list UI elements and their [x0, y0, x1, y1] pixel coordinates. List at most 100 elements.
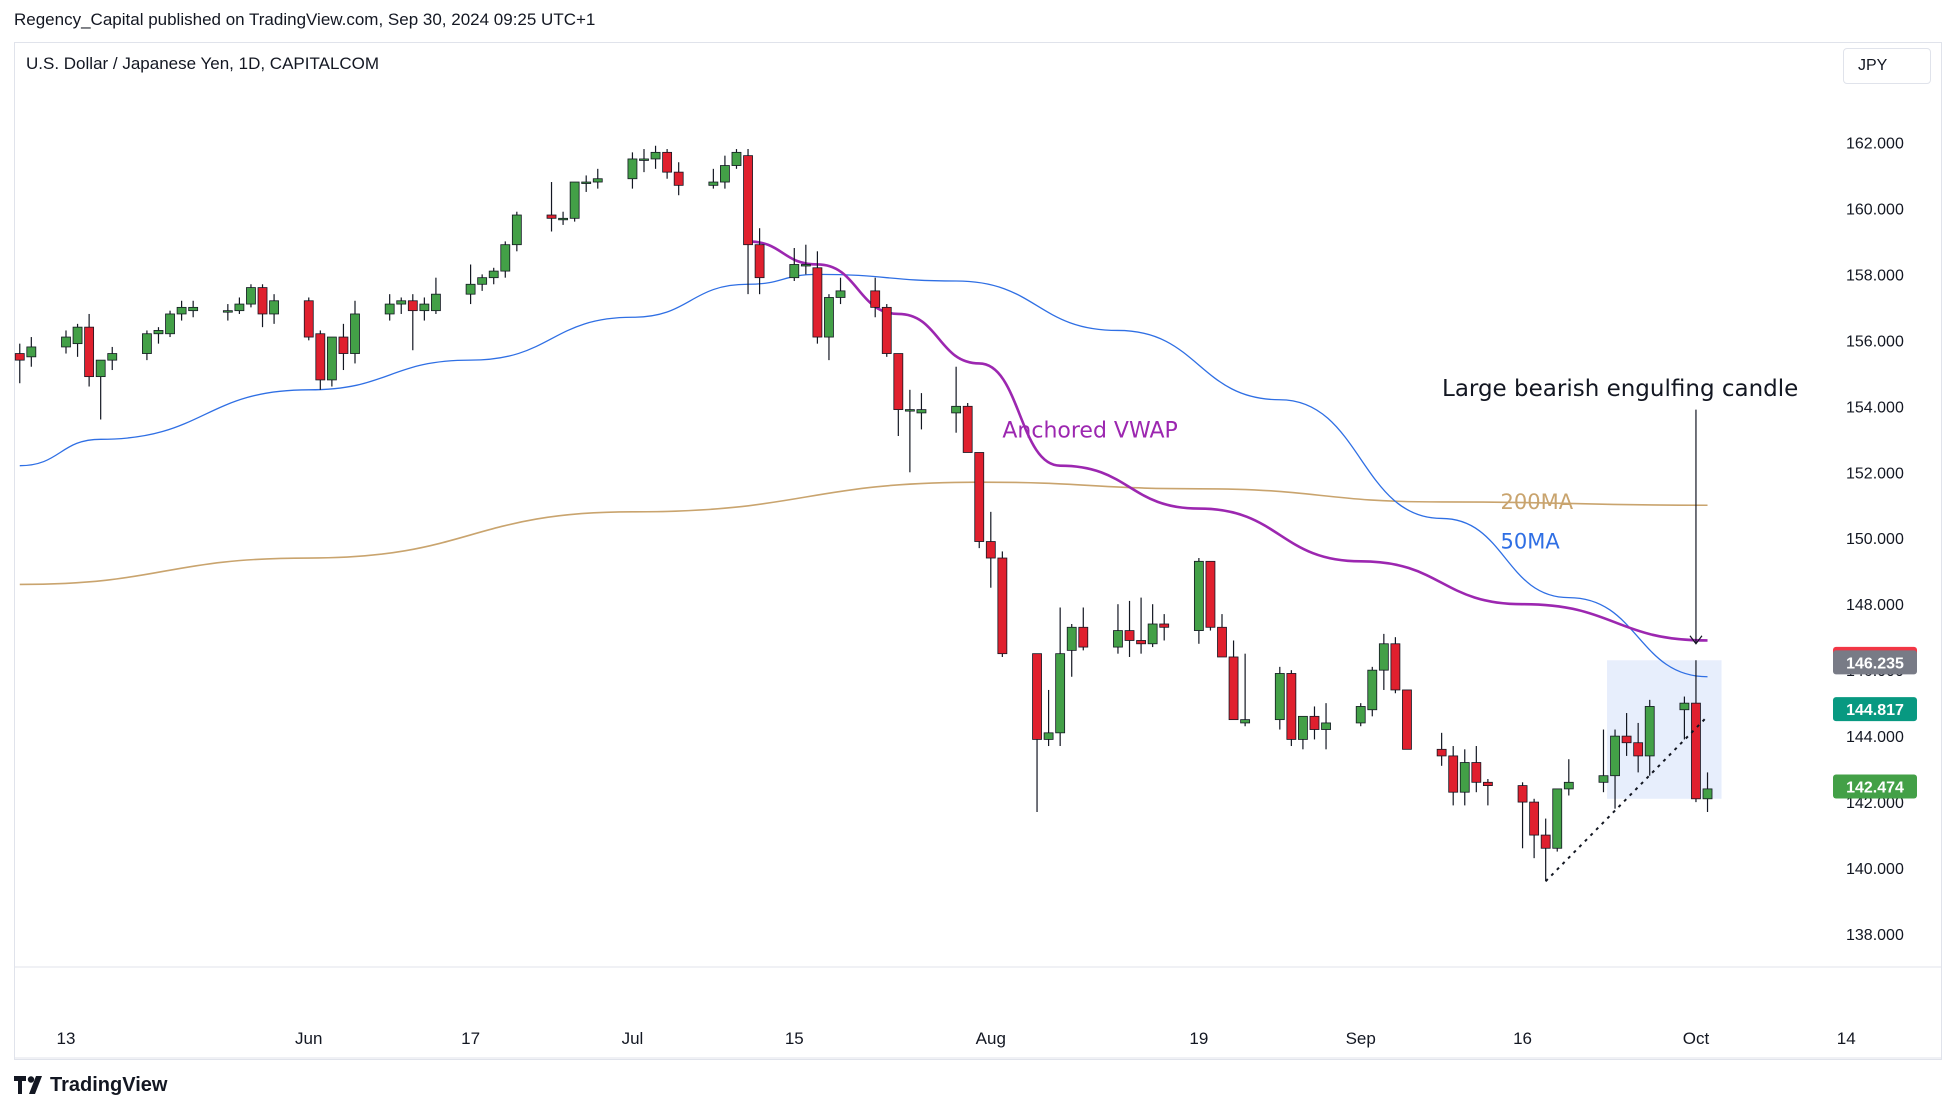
candle [142, 330, 152, 361]
candle [176, 300, 187, 321]
candles [14, 145, 1713, 882]
x-tick-label: 13 [57, 1029, 76, 1048]
candle [1402, 689, 1412, 750]
candle [1436, 732, 1447, 766]
price-tag-label: 144.817 [1846, 702, 1904, 719]
candle [477, 274, 488, 291]
candle [222, 304, 233, 321]
brand-name: TradingView [50, 1073, 168, 1096]
candle [731, 149, 742, 169]
candle [257, 284, 268, 328]
tradingview-logo[interactable]: TradingView [14, 1070, 167, 1100]
ma50-label: 50MA [1501, 530, 1561, 554]
candle [1240, 653, 1251, 727]
candle [1136, 597, 1146, 654]
annotation-arrow-head [1689, 635, 1703, 645]
candle [1390, 637, 1401, 694]
candle [407, 294, 418, 351]
candle [1205, 560, 1216, 631]
candle [1552, 788, 1563, 852]
candle [904, 389, 915, 473]
candle [962, 403, 973, 453]
candle [673, 162, 684, 196]
candle [14, 343, 25, 384]
candle [350, 300, 360, 364]
x-tick-label: 14 [1837, 1029, 1856, 1048]
trendline [1544, 715, 1709, 882]
candle [500, 241, 511, 278]
candle [165, 310, 175, 338]
x-tick-label: Aug [976, 1029, 1006, 1048]
price-tag: 146.235 [1833, 650, 1917, 675]
y-tick-label: 162.000 [1846, 135, 1904, 152]
candle [95, 359, 106, 420]
candle [916, 393, 927, 430]
candle [812, 251, 823, 344]
candle [1529, 798, 1540, 859]
y-tick-label: 154.000 [1846, 399, 1904, 416]
publisher-info: Regency_Capital published on TradingView… [14, 10, 596, 29]
candle [1644, 699, 1655, 776]
candle [188, 300, 199, 318]
candle [1147, 604, 1158, 648]
candle [153, 327, 164, 344]
candle [1228, 640, 1239, 721]
candle [558, 211, 568, 225]
candle [1378, 633, 1389, 690]
x-tick-label: Jul [622, 1029, 644, 1048]
candle [1286, 670, 1297, 747]
candle [546, 182, 557, 232]
y-tick-label: 142.000 [1846, 795, 1904, 812]
ma200-line [19, 481, 1708, 586]
candle [708, 168, 719, 189]
candle [61, 330, 71, 354]
candle [1193, 558, 1204, 644]
candle [581, 175, 592, 192]
candle [26, 337, 37, 367]
candle [754, 228, 765, 295]
candle [870, 277, 881, 318]
candle [1355, 703, 1366, 727]
candle [743, 149, 753, 295]
candle [893, 353, 904, 436]
candle [1448, 746, 1459, 806]
candle [1124, 600, 1135, 657]
candle [1459, 749, 1470, 806]
chart-frame [14, 42, 1942, 1060]
candle [1633, 722, 1644, 773]
candle [824, 294, 834, 361]
candle [511, 211, 522, 252]
candle [1679, 696, 1690, 740]
candle [338, 323, 349, 371]
candle [1598, 729, 1609, 793]
candle [384, 294, 395, 321]
candle [1610, 729, 1620, 809]
candle [569, 181, 580, 222]
candle [1274, 666, 1285, 730]
x-tick-label: 19 [1189, 1029, 1208, 1048]
candle [592, 168, 603, 189]
y-tick-label: 160.000 [1846, 201, 1904, 218]
candle [1702, 772, 1713, 812]
candle [107, 346, 118, 371]
candle [1298, 715, 1308, 750]
x-tick-label: Jun [295, 1029, 322, 1048]
candle [1517, 782, 1528, 849]
price-tag-label: 142.474 [1846, 779, 1904, 796]
y-tick-label: 140.000 [1846, 861, 1904, 878]
symbol-title: U.S. Dollar / Japanese Yen, 1D, CAPITALC… [26, 54, 380, 73]
currency-selector[interactable]: JPY [1843, 48, 1931, 84]
candle [1159, 614, 1170, 641]
candle [951, 366, 962, 433]
candle [419, 297, 430, 321]
candle [720, 155, 730, 189]
candle [985, 511, 996, 588]
candle [326, 336, 337, 387]
candle [84, 313, 95, 387]
x-tick-label: 16 [1513, 1029, 1532, 1048]
y-tick-label: 150.000 [1846, 531, 1904, 548]
candle [1563, 759, 1574, 796]
candle [269, 294, 279, 324]
